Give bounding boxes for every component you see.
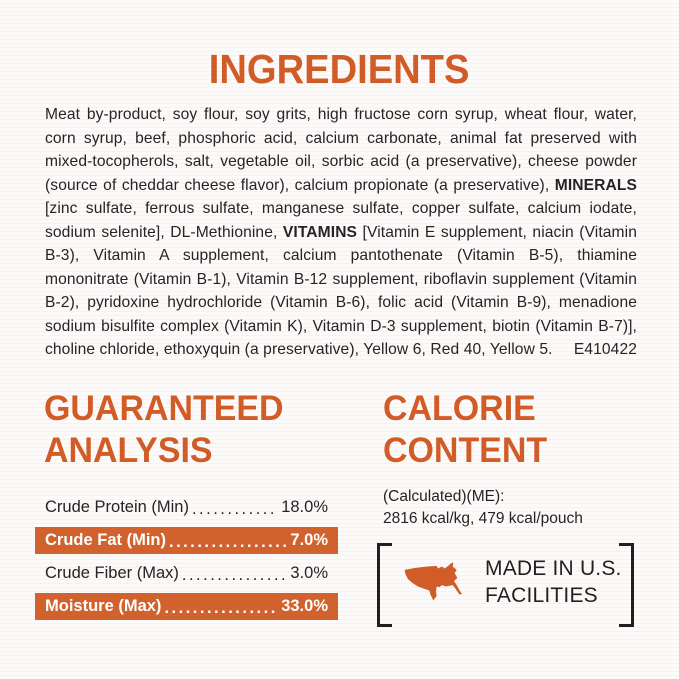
ingredients-line: mixed-tocopherols, salt, vegetable oil, …	[45, 153, 637, 170]
dot-leader: ........................................…	[191, 499, 278, 518]
analysis-row-value: 33.0%	[281, 597, 328, 615]
ingredients-paragraph: Meat by-product, soy flour, soy grits, h…	[45, 103, 637, 362]
guaranteed-analysis-title-line1: GUARANTEED	[44, 389, 284, 428]
ingredients-line: mononitrate (Vitamin B-1), Vitamin B-12 …	[45, 270, 637, 288]
analysis-row-label: Crude Fiber (Max)	[45, 564, 179, 582]
ingredients-line: (source of cheddar cheese flavor), calci…	[45, 176, 637, 194]
ingredients-line: corn syrup, beef, phosphoric acid, calci…	[45, 129, 637, 147]
made-in-us-text: MADE IN U.S. FACILITIES	[485, 555, 622, 609]
ingredients-title-text: INGREDIENTS	[209, 46, 470, 92]
ingredients-last-line-text: choline chloride, ethoxyquin (a preserva…	[45, 341, 553, 358]
dot-leader: ........................................…	[164, 598, 278, 617]
calorie-calculated-label: (Calculated)(ME):	[383, 488, 505, 505]
ingredients-line: [zinc sulfate, ferrous sulfate, manganes…	[45, 200, 637, 217]
analysis-row-label: Moisture (Max)	[45, 597, 162, 615]
made-in-us-line2: FACILITIES	[485, 584, 598, 607]
made-in-us-line1: MADE IN U.S.	[485, 557, 622, 580]
ingredients-last-line: choline chloride, ethoxyquin (a preserva…	[45, 338, 637, 362]
calorie-content-title-line2: CONTENT	[383, 431, 548, 470]
analysis-row-value: 3.0%	[290, 564, 328, 582]
ingredients-line: B-2), pyridoxine hydrochloride (Vitamin …	[45, 294, 637, 311]
guaranteed-analysis-title-lines: GUARANTEED ANALYSIS	[44, 388, 284, 472]
analysis-row-value: 7.0%	[290, 531, 328, 549]
usa-map-icon	[404, 562, 462, 601]
ingredients-title: INGREDIENTS	[0, 47, 679, 91]
analysis-table: Crude Protein (Min).....................…	[35, 494, 338, 626]
ingredients-line: Meat by-product, soy flour, soy grits, h…	[45, 106, 637, 123]
calorie-value: 2816 kcal/kg, 479 kcal/pouch	[383, 510, 583, 527]
analysis-row-label: Crude Protein (Min)	[45, 498, 189, 516]
dot-leader: ........................................…	[169, 532, 287, 551]
analysis-row-value: 18.0%	[281, 498, 328, 516]
calorie-content-title-line1: CALORIE	[383, 389, 536, 428]
ingredients-line: sodium selenite], DL-Methionine, VITAMIN…	[45, 223, 637, 241]
guaranteed-analysis-title-line2: ANALYSIS	[44, 431, 213, 470]
analysis-row: Moisture (Max)..........................…	[35, 593, 338, 620]
bracket-left-icon	[377, 543, 392, 627]
analysis-row: Crude Protein (Min).....................…	[35, 494, 338, 521]
ingredients-code: E410422	[573, 341, 637, 358]
analysis-row-label: Crude Fat (Min)	[45, 531, 166, 549]
ingredients-line: sodium bisulfite complex (Vitamin K), Vi…	[45, 317, 637, 335]
analysis-row: Crude Fat (Min).........................…	[35, 527, 338, 554]
made-in-us-badge: MADE IN U.S. FACILITIES	[377, 543, 634, 627]
calorie-content-title-lines: CALORIE CONTENT	[383, 388, 547, 472]
bracket-right-icon	[619, 543, 634, 627]
calorie-details: (Calculated)(ME): 2816 kcal/kg, 479 kcal…	[383, 486, 583, 530]
ingredients-line: B-3), Vitamin A supplement, calcium pant…	[45, 247, 637, 264]
analysis-row: Crude Fiber (Max).......................…	[35, 560, 338, 587]
calorie-content-title: CALORIE CONTENT	[383, 388, 552, 472]
dot-leader: ........................................…	[181, 565, 288, 584]
guaranteed-analysis-title: GUARANTEED ANALYSIS	[44, 388, 291, 472]
